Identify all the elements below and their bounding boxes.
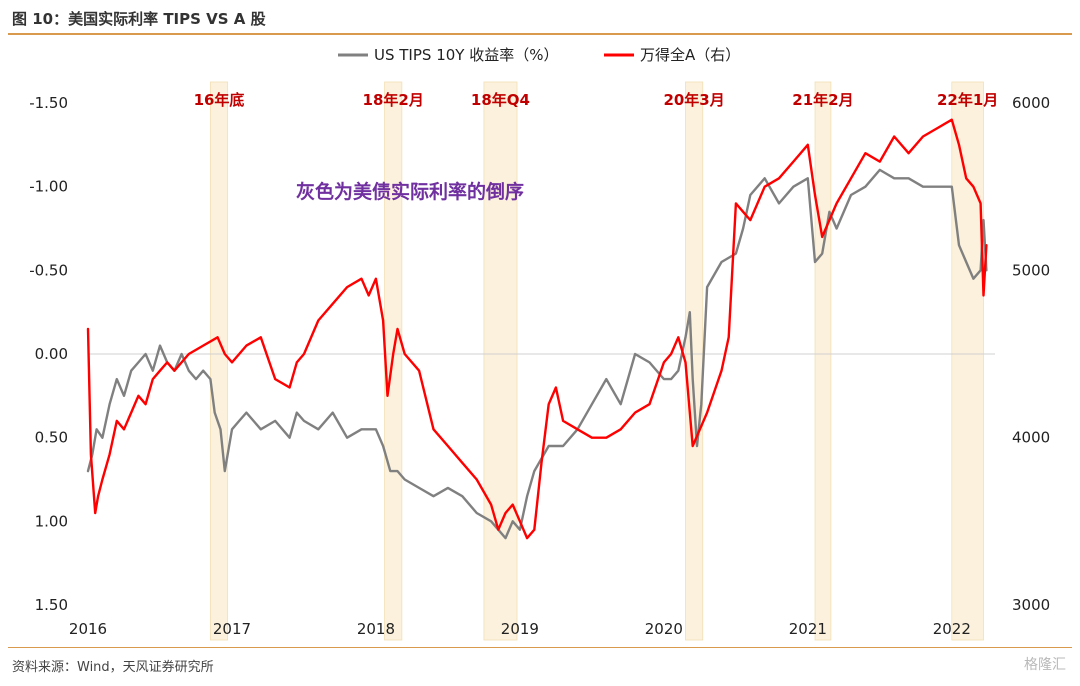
- top-rule: [8, 33, 1072, 35]
- x-tick-label-6: 2021: [789, 620, 827, 638]
- highlight-period-6: [951, 81, 984, 641]
- left-tick-label-3: -0.50: [29, 261, 68, 279]
- legend-label-1: US TIPS 10Y 收益率（%）: [374, 46, 558, 64]
- x-tick-label-5: 2020: [645, 620, 683, 638]
- period-label-2: 18年2月: [363, 91, 424, 109]
- period-labels: 16年底 18年2月 18年Q4 20年3月 21年2月 22年1月: [194, 91, 999, 109]
- figure-title: 图 10：美国实际利率 TIPS VS A 股: [12, 10, 266, 28]
- right-tick-label-1: 3000: [1012, 596, 1050, 614]
- right-tick-label-4: 6000: [1012, 94, 1050, 112]
- right-tick-label-2: 4000: [1012, 429, 1050, 447]
- left-tick-label-5: 0.50: [35, 429, 68, 447]
- left-axis-ticks: -1.50 -1.00 -0.50 0.00 0.50 1.00 1.50: [29, 94, 68, 614]
- period-label-5: 21年2月: [792, 91, 853, 109]
- period-label-1: 16年底: [194, 91, 245, 109]
- highlight-period-4: [685, 81, 704, 641]
- series-line-2: [86, 118, 988, 540]
- highlight-period-1: [209, 81, 229, 641]
- annotation-text: 灰色为美债实际利率的倒序: [296, 180, 524, 203]
- x-tick-label-7: 2022: [933, 620, 971, 638]
- right-axis-ticks: 3000 4000 5000 6000: [1012, 94, 1050, 614]
- period-label-3: 18年Q4: [471, 91, 530, 109]
- bottom-rule: [8, 647, 1072, 648]
- left-tick-label-2: -1.00: [29, 178, 68, 196]
- highlight-period-3: [483, 81, 518, 641]
- series-lines: [86, 118, 988, 540]
- highlight-periods: [209, 81, 984, 641]
- legend: US TIPS 10Y 收益率（%） 万得全A（右）: [338, 46, 740, 64]
- x-axis-ticks: 2016 2017 2018 2019 2020 2021 2022: [69, 620, 971, 638]
- legend-label-2: 万得全A（右）: [640, 46, 740, 64]
- period-label-6: 22年1月: [937, 91, 998, 109]
- period-label-4: 20年3月: [663, 91, 724, 109]
- left-tick-label-7: 1.50: [35, 596, 68, 614]
- highlight-period-5: [814, 81, 832, 641]
- right-tick-label-3: 5000: [1012, 261, 1050, 279]
- left-tick-label-1: -1.50: [29, 94, 68, 112]
- series-line-1: [86, 168, 988, 540]
- watermark-logo: 格隆汇: [1024, 657, 1066, 673]
- x-tick-label-3: 2018: [357, 620, 395, 638]
- left-tick-label-4: 0.00: [35, 345, 68, 363]
- left-tick-label-6: 1.00: [35, 512, 68, 530]
- source-note: 资料来源：Wind，天风证券研究所: [12, 660, 214, 675]
- x-tick-label-4: 2019: [501, 620, 539, 638]
- x-tick-label-2: 2017: [213, 620, 251, 638]
- x-tick-label-1: 2016: [69, 620, 107, 638]
